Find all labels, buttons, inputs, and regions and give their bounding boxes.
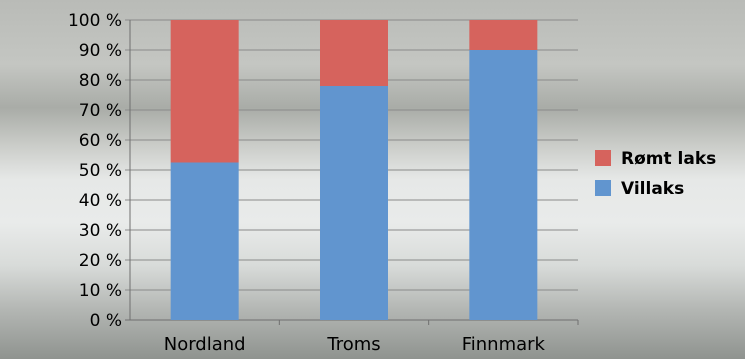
y-tick-label: 30 % — [79, 221, 122, 241]
y-tick-label: 70 % — [79, 101, 122, 121]
y-tick-label: 80 % — [79, 71, 122, 91]
y-tick-label: 20 % — [79, 251, 122, 271]
y-tick-label: 10 % — [79, 281, 122, 301]
legend-swatch — [595, 150, 611, 166]
x-category-label: Troms — [326, 334, 380, 355]
y-tick-label: 100 % — [68, 11, 122, 31]
bar-segment — [170, 162, 239, 320]
y-tick-label: 0 % — [90, 311, 122, 331]
bar-segment — [469, 20, 538, 50]
legend-swatch — [595, 180, 611, 196]
x-category-label: Nordland — [164, 334, 246, 355]
y-tick-label: 40 % — [79, 191, 122, 211]
y-tick-label: 90 % — [79, 41, 122, 61]
bar-segment — [320, 86, 388, 320]
legend-label: Rømt laks — [621, 149, 716, 169]
bar-segment — [469, 50, 538, 320]
bar-segment — [320, 20, 388, 86]
legend-label: Villaks — [621, 179, 684, 199]
y-tick-label: 50 % — [79, 161, 122, 181]
x-category-label: Finnmark — [462, 334, 546, 355]
y-tick-label: 60 % — [79, 131, 122, 151]
bar-segment — [170, 20, 239, 163]
